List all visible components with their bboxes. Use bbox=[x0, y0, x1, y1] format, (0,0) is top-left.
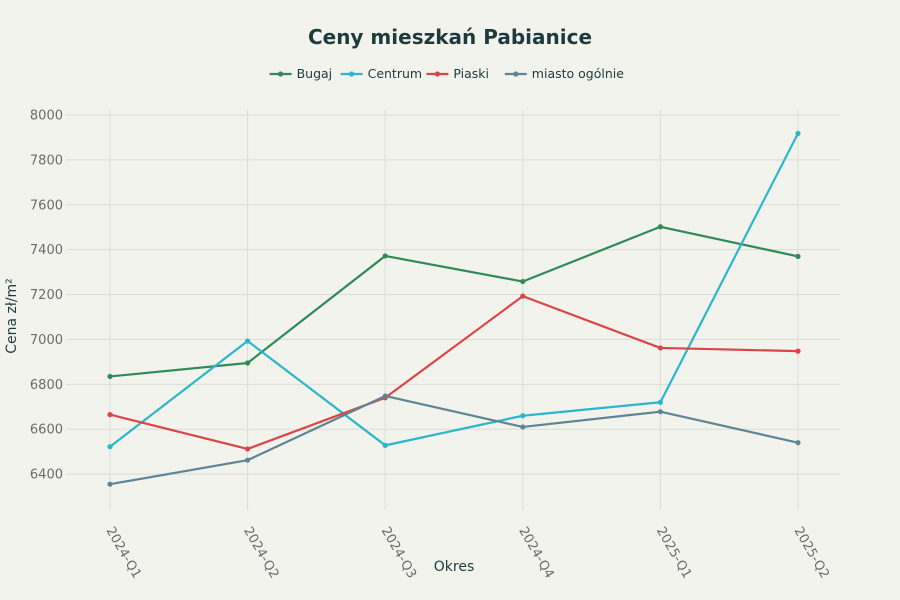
y-tick-label: 7200 bbox=[30, 288, 63, 303]
y-tick-label: 7800 bbox=[30, 153, 63, 168]
data-point bbox=[107, 412, 113, 418]
legend-marker bbox=[513, 71, 519, 77]
legend-item: Bugaj bbox=[269, 66, 333, 81]
legend-item: Piaski bbox=[426, 66, 489, 81]
series-line bbox=[109, 295, 799, 451]
series-2 bbox=[107, 293, 801, 452]
data-point bbox=[382, 393, 388, 399]
data-point bbox=[795, 253, 801, 259]
data-point bbox=[520, 413, 526, 419]
legend-label: Centrum bbox=[368, 66, 422, 81]
x-axis-title: Okres bbox=[434, 559, 474, 575]
x-tick-label: 2025-Q1 bbox=[653, 525, 694, 582]
data-point bbox=[795, 440, 801, 446]
legend-marker bbox=[278, 71, 284, 77]
y-tick-label: 6600 bbox=[30, 423, 63, 438]
legend-label: miasto ogólnie bbox=[532, 66, 624, 81]
y-axis: 6400 6600 6800 7000 7200 7400 7600 7800 8000 bbox=[30, 109, 63, 483]
data-point bbox=[107, 444, 113, 450]
series-line bbox=[109, 132, 799, 448]
y-tick-label: 6400 bbox=[30, 468, 63, 483]
x-tick-label: 2024-Q4 bbox=[515, 525, 556, 582]
y-tick-label: 6800 bbox=[30, 378, 63, 393]
data-point bbox=[520, 293, 526, 299]
x-tick-label: 2024-Q3 bbox=[378, 525, 419, 582]
data-point bbox=[657, 399, 664, 405]
y-tick-label: 7400 bbox=[30, 243, 63, 258]
data-point bbox=[382, 442, 388, 448]
data-point bbox=[245, 457, 251, 463]
x-tick-label: 2025-Q2 bbox=[791, 525, 832, 582]
legend-item: miasto ogólnie bbox=[504, 66, 624, 81]
y-tick-label: 8000 bbox=[30, 109, 63, 124]
data-point bbox=[382, 253, 388, 259]
legend: Bugaj Centrum Piaski miasto ogólnie bbox=[269, 66, 624, 81]
series-0 bbox=[107, 224, 801, 380]
y-tick-label: 7000 bbox=[30, 333, 63, 348]
data-point bbox=[795, 348, 801, 354]
legend-label: Piaski bbox=[453, 66, 489, 81]
data-point bbox=[657, 409, 664, 415]
data-point bbox=[107, 373, 113, 380]
legend-label: Bugaj bbox=[297, 66, 333, 81]
series-line bbox=[109, 394, 799, 486]
grid bbox=[66, 110, 840, 510]
legend-item: Centrum bbox=[340, 66, 422, 81]
data-point bbox=[520, 424, 526, 430]
y-axis-title: Cena zł/m² bbox=[4, 278, 20, 354]
series-3 bbox=[107, 393, 801, 487]
data-point bbox=[245, 360, 251, 366]
series-1 bbox=[107, 130, 801, 450]
chart-title: Ceny mieszkań Pabianice bbox=[308, 25, 592, 49]
series bbox=[107, 130, 801, 487]
data-point bbox=[245, 338, 251, 344]
data-point bbox=[657, 224, 664, 230]
data-point bbox=[520, 278, 526, 285]
x-tick-label: 2024-Q1 bbox=[103, 525, 144, 582]
x-tick-label: 2024-Q2 bbox=[240, 525, 281, 582]
data-point bbox=[245, 446, 251, 452]
series-line bbox=[109, 225, 799, 378]
legend-marker bbox=[349, 71, 355, 77]
data-point bbox=[107, 481, 113, 487]
data-point bbox=[795, 130, 801, 137]
y-tick-label: 7600 bbox=[30, 198, 63, 213]
legend-marker bbox=[434, 71, 440, 77]
data-point bbox=[657, 345, 664, 351]
